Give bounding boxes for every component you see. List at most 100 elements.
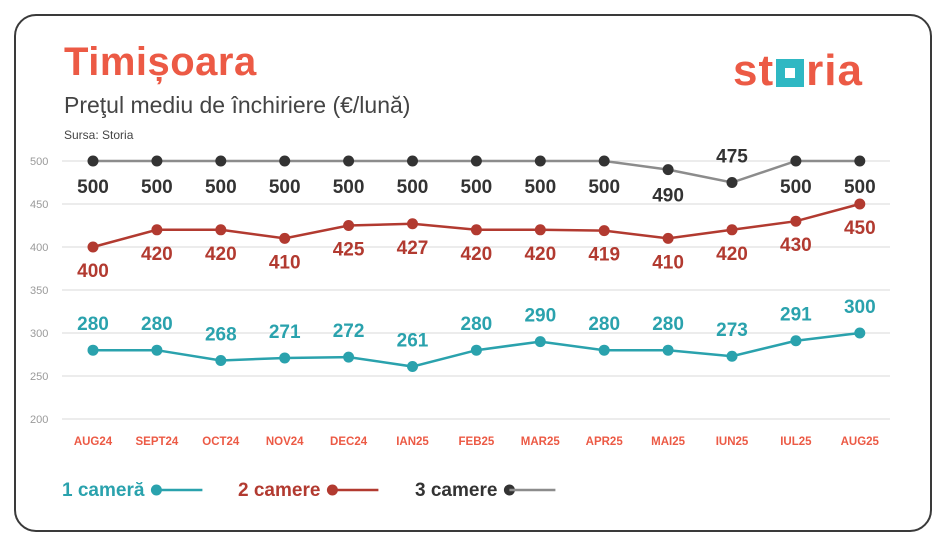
data-point [470,155,482,167]
data-point [279,232,291,244]
x-tick-label: APR25 [586,436,624,448]
y-tick-label: 300 [30,328,48,340]
data-label: 427 [397,238,429,259]
data-point [215,155,227,167]
x-tick-label: AUG25 [841,436,880,448]
data-label: 420 [141,244,173,265]
legend-label: 3 camere [415,480,497,501]
data-label: 500 [77,177,109,198]
data-label: 430 [780,235,812,256]
data-label: 419 [588,245,620,266]
x-tick-label: MAI25 [651,436,685,448]
x-tick-label: AUG24 [74,436,113,448]
data-label: 500 [205,177,237,198]
data-point [790,335,802,347]
x-tick-label: SEPT24 [135,436,178,448]
data-point [662,164,674,176]
data-point [726,224,738,236]
data-point [534,336,546,348]
y-tick-label: 200 [30,414,48,426]
data-label: 280 [461,314,493,335]
data-point [151,224,163,236]
x-tick-label: IUL25 [780,436,812,448]
data-point [279,352,291,364]
x-tick-label: DEC24 [330,436,368,448]
data-label: 300 [844,297,876,318]
data-label: 475 [716,147,748,168]
data-point [726,350,738,362]
data-label: 261 [397,331,429,352]
data-label: 420 [205,244,237,265]
data-label: 500 [141,177,173,198]
x-tick-label: NOV24 [266,436,304,448]
data-point [151,344,163,356]
data-label: 500 [397,177,429,198]
y-tick-label: 250 [30,371,48,383]
data-label: 268 [205,325,237,346]
x-tick-label: IAN25 [396,436,429,448]
data-point [598,225,610,237]
data-point [470,344,482,356]
x-tick-label: FEB25 [459,436,495,448]
data-label: 280 [77,314,109,335]
data-point [854,155,866,167]
data-label: 500 [844,177,876,198]
data-point [407,218,418,230]
data-label: 280 [652,314,684,335]
data-point [343,155,355,167]
data-point [662,344,674,356]
storia-logo: st ria [733,46,863,95]
data-label: 280 [588,314,620,335]
data-point [343,220,355,231]
data-point [407,361,418,373]
data-point [279,155,291,167]
data-label: 450 [844,218,876,239]
data-label: 500 [780,177,812,198]
data-point [854,198,866,210]
data-point [598,155,610,167]
data-label: 273 [716,320,748,341]
data-point [407,155,418,167]
data-label: 272 [333,321,365,342]
data-label: 271 [269,322,301,343]
x-tick-label: MAR25 [521,436,561,448]
data-point [470,224,482,236]
legend-label: 1 cameră [62,480,145,501]
data-label: 425 [333,240,365,261]
y-tick-label: 400 [30,242,48,254]
data-label: 420 [524,244,556,265]
x-tick-label: IUN25 [716,436,749,448]
y-tick-label: 350 [30,285,48,297]
data-label: 500 [524,177,556,198]
data-point [726,177,738,188]
data-point [662,232,674,244]
data-label: 410 [652,252,684,273]
legend-label: 2 camere [238,480,320,501]
data-label: 280 [141,314,173,335]
data-label: 291 [780,305,812,326]
data-point [790,215,802,227]
data-label: 410 [269,252,301,273]
data-point [534,155,546,167]
y-tick-label: 450 [30,199,48,211]
data-point [87,344,99,356]
data-point [534,224,546,236]
data-label: 500 [588,177,620,198]
data-point [215,224,227,236]
source-note: Sursa: Storia [64,128,134,142]
data-point [790,155,802,167]
logo-square-icon [776,59,805,87]
data-point [598,344,610,356]
data-label: 420 [716,244,748,265]
data-point [151,155,163,167]
y-tick-label: 500 [30,156,48,168]
chart-subtitle: Preţul mediu de închiriere (€/lună) [64,92,411,118]
chart-title: Timișoara [64,40,257,84]
data-point [343,351,355,363]
data-label: 400 [77,261,109,282]
data-label: 290 [524,306,556,327]
data-label: 500 [333,177,365,198]
data-point [215,355,227,367]
data-point [854,327,866,339]
